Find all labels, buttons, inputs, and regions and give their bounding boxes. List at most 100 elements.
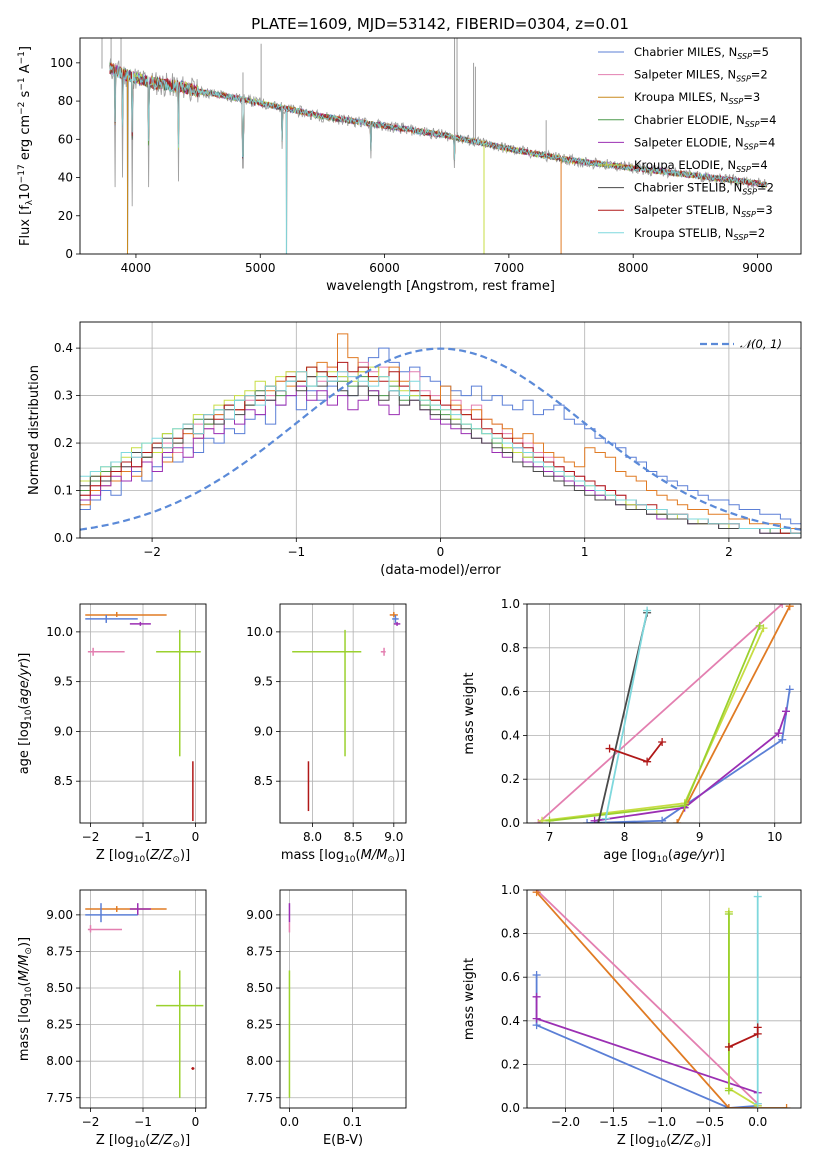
x-tick-label: 9 xyxy=(696,830,704,844)
axes-frame xyxy=(526,889,802,1109)
y-tick-label: 8.00 xyxy=(246,1054,273,1068)
y-tick-label: 10.0 xyxy=(246,625,273,639)
axes-frame xyxy=(79,37,802,255)
spectrum-traces xyxy=(101,38,768,254)
mass-vs-metallicity-panel: −2 −1 0 7.75 8.00 8.25 8.50 8.75 9.00 Z [log10(Z/… xyxy=(17,889,207,1150)
mass-weight-vs-metallicity-panel: −2.0 −1.5 −1.0 −0.5 0.0 0.0 0.2 0.4 0.6 0.8 1.0 Z [… xyxy=(462,883,802,1150)
y-axis-label: mass weight xyxy=(462,958,477,1040)
x-tick-label: 9.0 xyxy=(384,830,403,844)
weight-point-marker xyxy=(781,707,790,716)
weight-line-salpeter-elodie xyxy=(594,711,787,822)
y-tick-label: 8.50 xyxy=(46,981,73,995)
histogram-chabrier-miles xyxy=(80,347,801,525)
x-tick-label: 8 xyxy=(621,830,629,844)
x-tick-label: −1 xyxy=(287,545,305,559)
y-tick-label: 80 xyxy=(58,94,73,108)
y-axis-label: age [log10(age/yr)] xyxy=(17,653,34,775)
x-tick-label: 8.0 xyxy=(303,830,322,844)
x-tick-label: 10 xyxy=(767,830,782,844)
y-tick-label: 0.0 xyxy=(501,1101,520,1115)
weight-point-marker xyxy=(785,685,794,694)
histogram-kroupa-stelib xyxy=(80,371,801,534)
weight-point-marker xyxy=(753,892,762,901)
x-tick-label: 2 xyxy=(725,545,733,559)
y-tick-label: 0.0 xyxy=(501,816,520,830)
y-axis-label: Normed distribution xyxy=(27,365,42,495)
weight-line-salpeter-stelib xyxy=(728,1027,759,1048)
weight-point-marker xyxy=(673,819,682,823)
x-axis-label: (data-model)/error xyxy=(380,563,501,578)
weight-point-marker xyxy=(785,604,794,611)
weight-line-chabrier-miles xyxy=(535,975,758,1108)
gaussian-reference-curve xyxy=(80,347,801,531)
errorbar-markers xyxy=(85,903,204,1098)
x-tick-label: −2.0 xyxy=(551,1115,580,1129)
x-tick-label: 0.1 xyxy=(343,1115,362,1129)
y-tick-label: 0.3 xyxy=(54,389,73,403)
mass-vs-extinction-panel: 0.0 0.1 7.75 8.00 8.25 8.50 8.75 9.00 E(B-V) xyxy=(246,889,407,1148)
x-tick-label: −1 xyxy=(134,830,152,844)
y-tick-label: 8.25 xyxy=(246,1018,273,1032)
weight-point-marker xyxy=(724,1042,733,1051)
x-axis-label: Z [log10(Z/Z⊙)] xyxy=(96,1133,190,1150)
histogram-kroupa-elodie xyxy=(80,366,801,534)
y-tick-label: 8.50 xyxy=(246,981,273,995)
x-tick-label: −0.5 xyxy=(695,1115,724,1129)
y-tick-label: 0.1 xyxy=(54,484,73,498)
legend-entry-chabrier-elodie: Chabrier ELODIE, NSSP=4 xyxy=(634,113,776,129)
weight-point-marker xyxy=(753,1023,762,1032)
axes-frame xyxy=(79,321,802,539)
weight-line-kroupa-elodie xyxy=(541,627,765,822)
legend-entry-salpeter-stelib: Salpeter STELIB, NSSP=3 xyxy=(634,203,773,219)
y-tick-label: 9.5 xyxy=(254,675,273,689)
errorbar-markers xyxy=(292,611,401,812)
y-tick-label: 20 xyxy=(58,209,73,223)
y-tick-label: 100 xyxy=(50,56,73,70)
weight-point-marker xyxy=(583,819,592,823)
x-tick-label: 7 xyxy=(546,830,554,844)
weight-line-orange-line xyxy=(535,891,787,1108)
weight-point-marker xyxy=(724,1086,733,1095)
x-tick-label: 0 xyxy=(192,830,200,844)
x-axis-label: Z [log10(Z/Z⊙)] xyxy=(96,848,190,865)
y-tick-label: 1.0 xyxy=(501,883,520,897)
observed-spectrum-line xyxy=(109,58,768,254)
weight-point-marker xyxy=(590,816,599,823)
y-tick-label: 8.00 xyxy=(46,1054,73,1068)
y-tick-label: 40 xyxy=(58,171,73,185)
y-tick-label: 10.0 xyxy=(46,625,73,639)
y-tick-label: 9.0 xyxy=(254,724,273,738)
y-tick-label: 0.2 xyxy=(501,772,520,786)
weight-lines xyxy=(534,604,794,823)
y-tick-label: 8.25 xyxy=(46,1018,73,1032)
x-tick-label: −2 xyxy=(143,545,161,559)
legend-entry-kroupa-stelib: Kroupa STELIB, NSSP=2 xyxy=(634,226,765,242)
weight-point-marker xyxy=(643,757,652,766)
weight-point-marker xyxy=(724,909,733,918)
y-tick-label: 1.0 xyxy=(501,597,520,611)
model-spectrum-kroupa-stelib xyxy=(109,65,768,188)
weight-line-orange-line xyxy=(676,605,791,823)
spectrum-panel: 4000 5000 6000 7000 8000 9000 0 20 40 60 80 100 wave… xyxy=(17,37,802,294)
weight-point-marker xyxy=(532,992,541,1001)
x-axis-label: E(B-V) xyxy=(323,1133,363,1148)
weight-point-marker xyxy=(643,606,652,615)
y-tick-label: 0.8 xyxy=(501,641,520,655)
residuals-panel: −2 −1 0 1 2 0.0 0.1 0.2 0.3 0.4 (data-model)/error… xyxy=(27,321,802,578)
x-tick-label: 1 xyxy=(581,545,589,559)
y-tick-label: 8.75 xyxy=(246,944,273,958)
figure-title: PLATE=1609, MJD=53142, FIBERID=0304, z=0… xyxy=(251,15,629,33)
y-tick-label: 0.6 xyxy=(501,970,520,984)
x-tick-label: 9000 xyxy=(742,261,773,275)
weight-point-marker xyxy=(778,735,787,744)
y-axis-label: mass [log10(M/M⊙)] xyxy=(17,937,34,1061)
age-vs-metallicity-panel: −2 −1 0 8.5 9.0 9.5 10.0 Z [log10(Z/Z⊙)] age [lo… xyxy=(17,603,207,865)
y-tick-label: 9.0 xyxy=(54,724,73,738)
y-tick-label: 7.75 xyxy=(246,1091,273,1105)
y-tick-label: 8.5 xyxy=(254,774,273,788)
axes-frame xyxy=(79,603,207,824)
weight-line-salpeter-miles xyxy=(535,890,759,1105)
x-tick-label: 8000 xyxy=(618,261,649,275)
axes-frame xyxy=(279,889,407,1109)
